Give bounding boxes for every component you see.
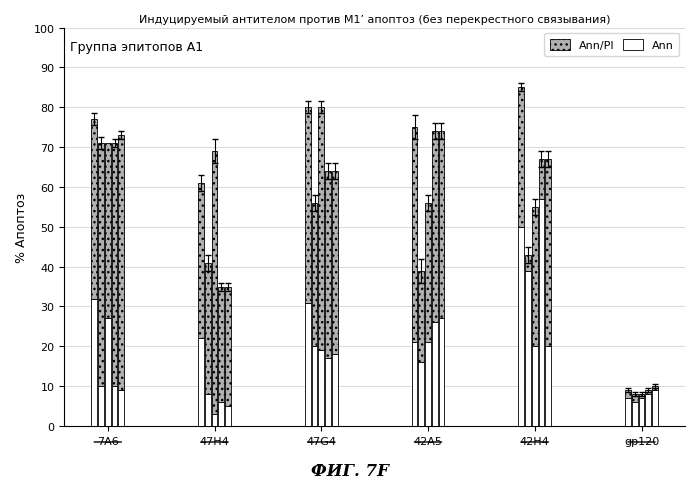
Bar (525, 255, 531, 271)
Bar (652, 386, 658, 390)
Bar (432, 323, 438, 426)
Bar (412, 343, 417, 426)
Bar (519, 88, 524, 228)
Bar (638, 395, 645, 398)
Bar (305, 108, 311, 303)
Bar (532, 347, 538, 426)
Text: Группа эпитопов A1: Группа эпитопов A1 (71, 40, 204, 53)
Bar (312, 347, 318, 426)
Bar (632, 402, 638, 426)
Bar (438, 132, 444, 319)
Bar (198, 339, 204, 426)
Bar (98, 144, 104, 386)
Bar (425, 204, 431, 343)
Bar (632, 395, 638, 402)
Bar (419, 362, 424, 426)
Bar (92, 120, 97, 299)
Bar (305, 303, 311, 426)
Bar (545, 347, 551, 426)
Bar (625, 390, 631, 398)
Bar (645, 395, 651, 426)
Bar (432, 132, 438, 323)
Y-axis label: % Апоптоз: % Апоптоз (15, 192, 28, 263)
Bar (425, 343, 431, 426)
Bar (111, 386, 118, 426)
Bar (211, 414, 218, 426)
Bar (198, 183, 204, 339)
Bar (638, 398, 645, 426)
Bar (318, 108, 324, 350)
Bar (332, 172, 337, 355)
Bar (325, 359, 331, 426)
Bar (538, 200, 545, 426)
Bar (211, 152, 218, 414)
Bar (318, 350, 324, 426)
Title: Индуцируемый антителом против М1’ апоптоз (без перекрестного связывания): Индуцируемый антителом против М1’ апопто… (139, 15, 610, 25)
Bar (538, 160, 545, 200)
Bar (412, 128, 417, 343)
Bar (225, 287, 231, 406)
Text: ФИГ. 7F: ФИГ. 7F (311, 462, 389, 479)
Bar (419, 271, 424, 362)
Bar (525, 271, 531, 426)
Bar (105, 319, 111, 426)
Bar (652, 390, 658, 426)
Bar (92, 299, 97, 426)
Bar (218, 287, 224, 402)
Bar (218, 402, 224, 426)
Bar (205, 395, 211, 426)
Bar (118, 136, 124, 390)
Bar (332, 355, 337, 426)
Bar (532, 207, 538, 347)
Bar (312, 204, 318, 347)
Bar (105, 144, 111, 319)
Bar (645, 390, 651, 395)
Bar (111, 144, 118, 386)
Bar (438, 319, 444, 426)
Bar (545, 160, 551, 347)
Legend: Ann/PI, Ann: Ann/PI, Ann (544, 34, 680, 57)
Bar (325, 172, 331, 359)
Bar (98, 386, 104, 426)
Bar (625, 398, 631, 426)
Bar (205, 263, 211, 395)
Bar (225, 406, 231, 426)
Bar (118, 390, 124, 426)
Bar (519, 228, 524, 426)
